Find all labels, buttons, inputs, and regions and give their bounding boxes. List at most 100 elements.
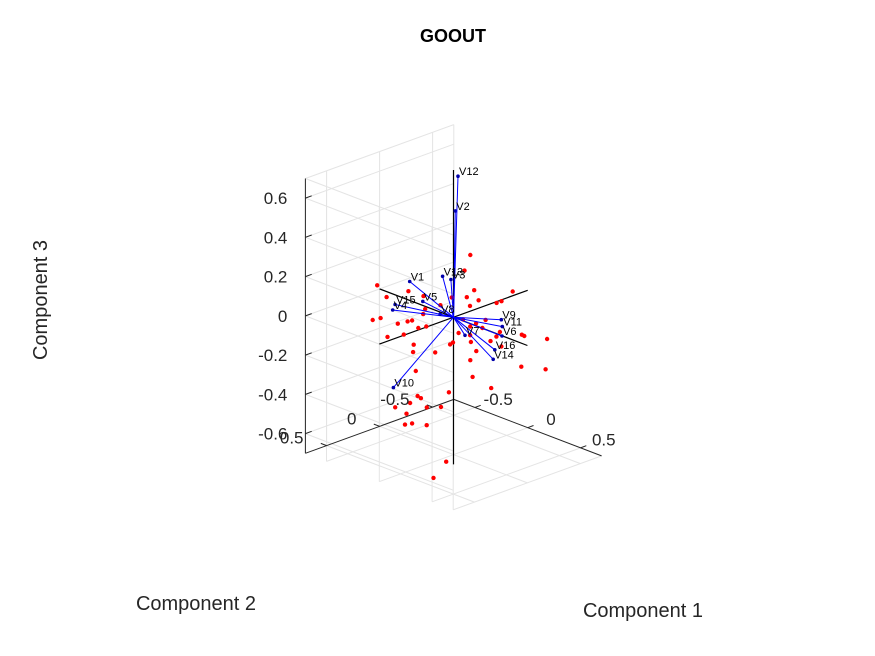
z-tick-label: -0.6 bbox=[258, 425, 287, 444]
gridline bbox=[432, 406, 581, 465]
vector-endpoint bbox=[407, 279, 412, 284]
observation-point bbox=[447, 342, 453, 347]
observation-point bbox=[464, 295, 469, 300]
y-tick-label: -0.5 bbox=[380, 390, 409, 409]
vector-line bbox=[453, 316, 503, 328]
gridline bbox=[305, 124, 454, 179]
observation-point bbox=[415, 393, 420, 399]
z-tick-mark bbox=[305, 313, 312, 317]
vector-label: V12 bbox=[459, 166, 479, 178]
observation-point bbox=[416, 325, 421, 331]
observation-point bbox=[456, 330, 461, 336]
vector-label: V10 bbox=[394, 378, 414, 390]
vector-endpoint bbox=[500, 324, 505, 329]
gridline bbox=[305, 178, 454, 236]
observation-point bbox=[411, 342, 416, 347]
vector-endpoint bbox=[449, 277, 453, 282]
observation-point bbox=[488, 338, 493, 344]
observation-point bbox=[407, 400, 413, 406]
vector-line bbox=[453, 316, 494, 360]
x-tick-mark bbox=[580, 445, 587, 449]
observation-point bbox=[470, 374, 475, 380]
observation-point bbox=[431, 475, 436, 481]
observation-point bbox=[370, 317, 375, 323]
observation-point bbox=[401, 332, 406, 337]
vector-line bbox=[392, 309, 454, 318]
observation-point bbox=[544, 336, 550, 342]
z-tick-label: 0.6 bbox=[264, 189, 288, 208]
observation-point bbox=[384, 294, 389, 300]
observation-point bbox=[405, 319, 410, 324]
vector-line bbox=[409, 281, 454, 318]
vector-label: V2 bbox=[456, 201, 469, 213]
vector-label: V4 bbox=[394, 300, 407, 312]
observation-point bbox=[446, 390, 452, 395]
vector-endpoint bbox=[393, 302, 397, 307]
observation-point bbox=[438, 303, 443, 308]
observation-point bbox=[494, 334, 499, 339]
vector-line bbox=[450, 279, 454, 318]
vector-line bbox=[453, 316, 496, 351]
vector-label: V1 bbox=[411, 272, 424, 284]
y-tick-label: 0.5 bbox=[280, 429, 304, 448]
chart-title: GOOUT bbox=[420, 26, 486, 46]
observation-point bbox=[510, 289, 515, 294]
observation-point bbox=[468, 358, 473, 363]
z-tick-mark bbox=[305, 430, 312, 435]
z-tick-label: 0.4 bbox=[264, 228, 288, 247]
observation-point bbox=[543, 367, 548, 372]
observation-point bbox=[409, 318, 415, 323]
vector-label: V11 bbox=[503, 317, 522, 329]
z-tick-mark bbox=[305, 391, 312, 395]
observation-point bbox=[378, 315, 383, 321]
observation-point bbox=[494, 300, 499, 306]
vector-line bbox=[453, 176, 459, 318]
axes-box bbox=[304, 178, 602, 457]
z-tick-mark bbox=[305, 234, 312, 238]
observation-point bbox=[404, 411, 409, 416]
vector-line bbox=[453, 316, 503, 337]
x-tick-mark bbox=[527, 425, 534, 429]
observation-point bbox=[497, 329, 503, 335]
observation-point bbox=[424, 324, 429, 329]
observation-point bbox=[438, 404, 444, 410]
vector-endpoint bbox=[493, 348, 497, 352]
vector-line bbox=[393, 316, 454, 388]
y-tick-mark bbox=[426, 404, 433, 408]
observation-point bbox=[406, 289, 411, 294]
observation-point bbox=[499, 299, 504, 304]
vector-line bbox=[422, 300, 454, 318]
observation-point bbox=[424, 405, 429, 410]
x-tick-label: -0.5 bbox=[484, 390, 513, 409]
gridline bbox=[453, 455, 602, 511]
observation-point bbox=[467, 303, 473, 309]
vector-label: V8 bbox=[441, 304, 454, 316]
observation-point bbox=[522, 333, 527, 339]
vector-endpoint bbox=[440, 274, 445, 279]
observation-point bbox=[402, 422, 408, 427]
vector-label: V16 bbox=[496, 340, 516, 352]
vector-line bbox=[394, 304, 454, 318]
vector-endpoint bbox=[421, 299, 425, 304]
y-axis-label: Component 2 bbox=[136, 593, 256, 615]
y-tick-label: 0 bbox=[347, 409, 356, 428]
vector-endpoint bbox=[500, 334, 504, 338]
vector-line bbox=[453, 316, 502, 321]
y-tick-mark bbox=[373, 423, 380, 427]
vector-label: V7 bbox=[466, 325, 479, 337]
observation-point bbox=[476, 298, 481, 303]
observation-point bbox=[409, 421, 415, 426]
x-tick-label: 0.5 bbox=[592, 430, 616, 449]
observation-point bbox=[413, 368, 418, 374]
vector-label: V5 bbox=[424, 291, 437, 303]
vector-line bbox=[442, 276, 454, 318]
vector-endpoint bbox=[390, 308, 395, 312]
vector-line bbox=[453, 316, 466, 336]
observation-points bbox=[370, 252, 550, 481]
observation-point bbox=[423, 306, 428, 312]
vector-endpoint bbox=[391, 385, 396, 390]
gridline bbox=[326, 445, 475, 503]
observation-point bbox=[519, 364, 524, 369]
